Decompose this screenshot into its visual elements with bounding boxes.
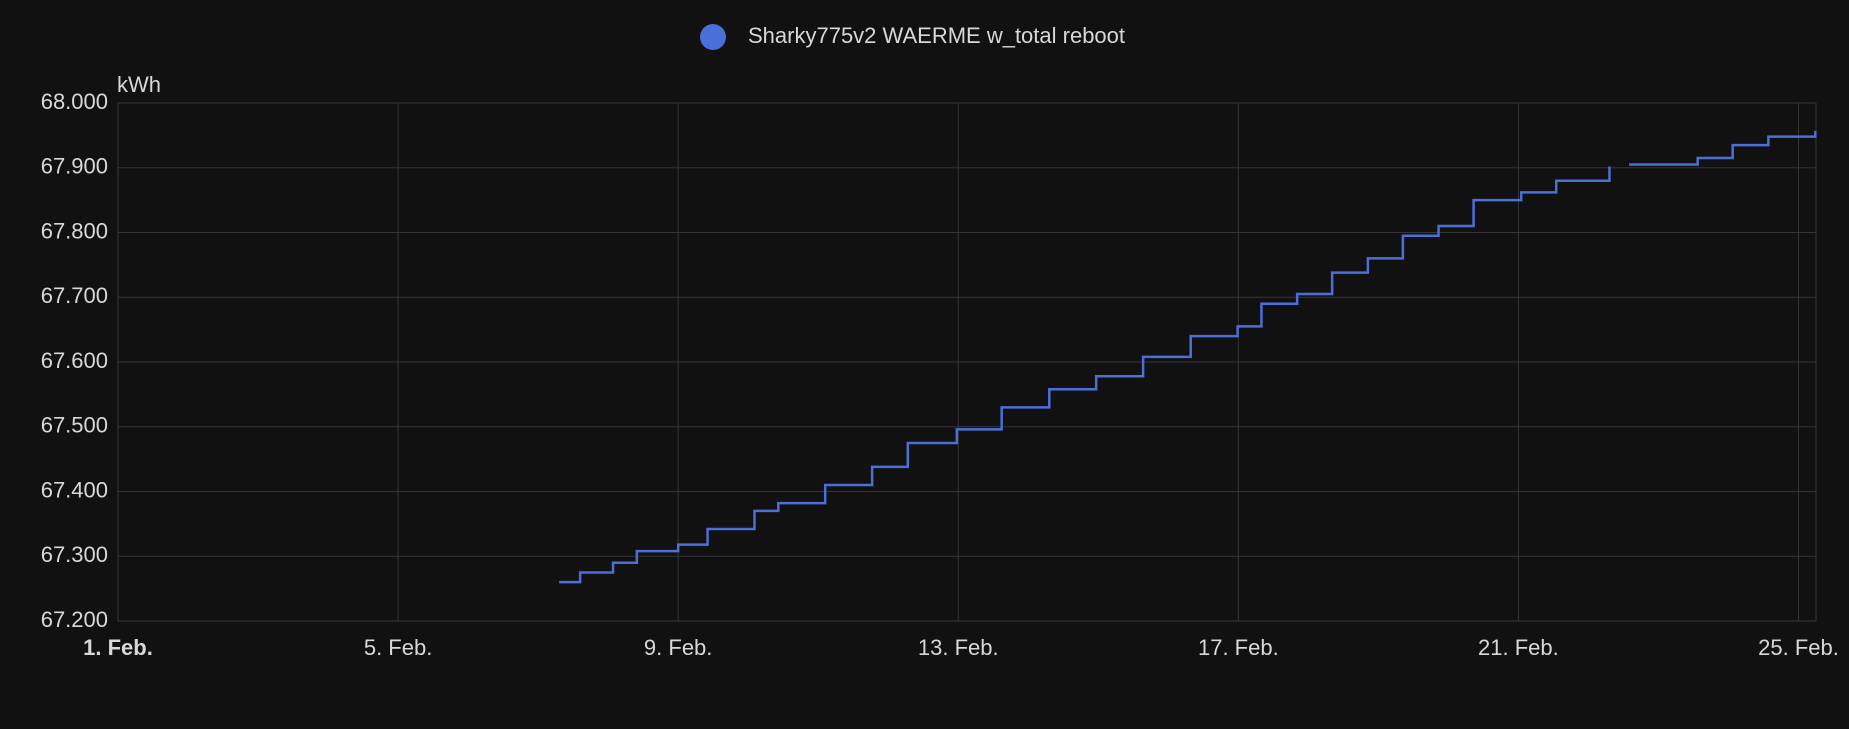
- y-tick-label: 67.400: [41, 477, 108, 502]
- y-tick-label: 67.500: [41, 413, 108, 438]
- x-tick-label: 21. Feb.: [1478, 635, 1559, 660]
- x-tick-label: 25. Feb.: [1758, 635, 1839, 660]
- y-tick-label: 67.200: [41, 607, 108, 632]
- y-tick-label: 68.000: [41, 89, 108, 114]
- x-tick-label: 1. Feb.: [83, 635, 153, 660]
- y-tick-label: 67.600: [41, 348, 108, 373]
- legend-marker[interactable]: [700, 24, 726, 50]
- x-tick-label: 13. Feb.: [918, 635, 999, 660]
- y-axis-unit: kWh: [117, 72, 161, 97]
- x-tick-label: 5. Feb.: [364, 635, 432, 660]
- x-tick-label: 9. Feb.: [644, 635, 712, 660]
- y-tick-label: 67.700: [41, 283, 108, 308]
- legend-label[interactable]: Sharky775v2 WAERME w_total reboot: [748, 23, 1125, 48]
- y-tick-label: 67.800: [41, 218, 108, 243]
- x-tick-label: 17. Feb.: [1198, 635, 1279, 660]
- y-tick-label: 67.900: [41, 154, 108, 179]
- y-tick-label: 67.300: [41, 542, 108, 567]
- data-line: [559, 166, 1611, 584]
- data-line: [1629, 130, 1817, 166]
